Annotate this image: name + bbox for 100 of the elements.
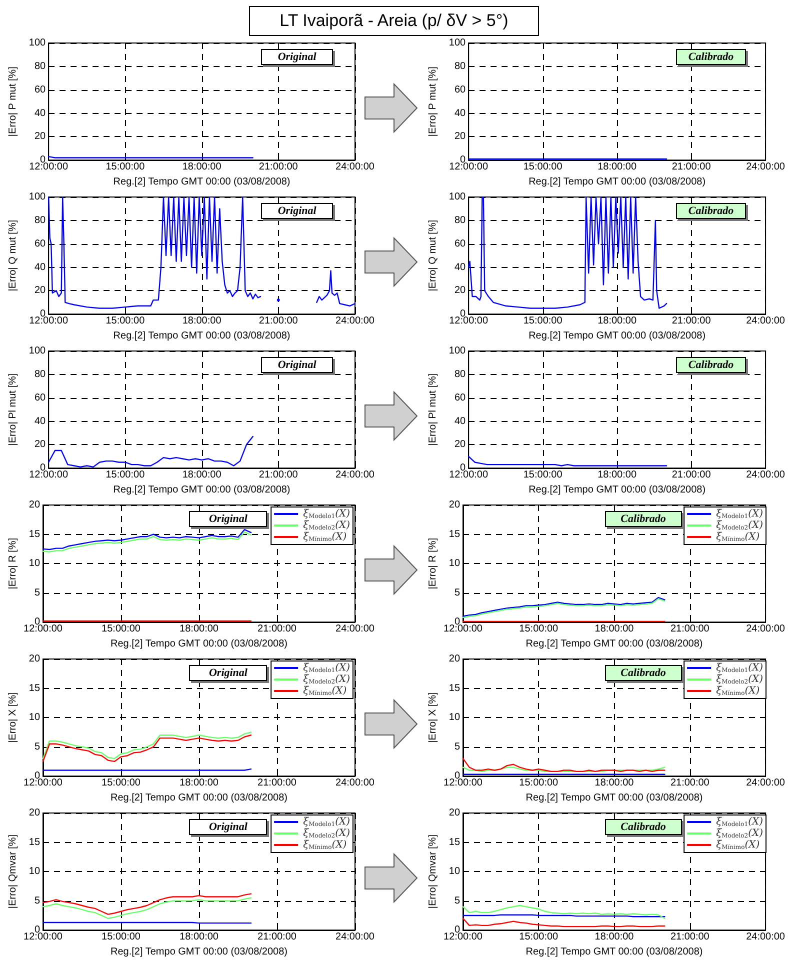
y-tick-label: 15: [28, 682, 40, 694]
y-tick-label: 15: [28, 836, 40, 848]
y-tick-label: 60: [454, 392, 466, 404]
y-axis-title: |Erro| Q mut [%]: [8, 220, 18, 292]
y-tick-label: 20: [448, 500, 460, 510]
x-axis-title: Reg.[2] Tempo GMT 00:00 (03/08/2008): [526, 792, 703, 804]
x-tick-label: 21:00:00: [258, 316, 298, 327]
y-tick-label: 100: [28, 38, 46, 48]
y-axis-title: |Erro| Qmvar [%]: [428, 834, 438, 909]
y-tick-label: 10: [28, 558, 40, 570]
y-tick-label: 100: [28, 346, 46, 356]
x-axis-title: Reg.[2] Tempo GMT 00:00 (03/08/2008): [528, 176, 706, 188]
x-tick-label: 18:00:00: [598, 162, 637, 173]
y-tick-label: 5: [454, 895, 460, 906]
line-series: [462, 918, 666, 928]
y-tick-label: 80: [34, 60, 46, 72]
note-box: Calibrado: [604, 665, 682, 681]
x-tick-label: 15:00:00: [523, 470, 563, 481]
x-tick-label: 21:00:00: [670, 624, 710, 635]
note-box: Calibrado: [604, 511, 682, 527]
x-tick-label: 15:00:00: [102, 778, 141, 789]
y-tick-label: 40: [454, 262, 466, 273]
x-tick-label: 24:00:00: [336, 624, 375, 635]
x-tick-label: 18:00:00: [180, 624, 219, 635]
y-tick-label: 80: [34, 214, 46, 226]
y-tick-label: 20: [34, 285, 46, 296]
y-tick-label: 40: [454, 416, 466, 427]
x-tick-label: 18:00:00: [598, 470, 637, 481]
y-tick-label: 40: [454, 108, 466, 119]
note-box: Calibrado: [676, 357, 746, 373]
y-tick-label: 40: [34, 416, 46, 427]
note-box: Original: [261, 357, 334, 373]
x-axis-title: Reg.[2] Tempo GMT 00:00 (03/08/2008): [113, 330, 290, 342]
x-tick-label: 24:00:00: [746, 624, 786, 635]
note-box: Original: [189, 819, 268, 835]
y-axis-title: |Erro| Qmvar [%]: [8, 834, 18, 909]
y-tick-label: 20: [28, 500, 40, 510]
x-tick-label: 24:00:00: [336, 162, 375, 173]
y-axis-title: |Erro| Q mut [%]: [428, 220, 438, 292]
y-axis-title: |Erro| X [%]: [428, 692, 438, 743]
x-tick-label: 24:00:00: [746, 162, 786, 173]
y-tick-label: 60: [454, 238, 466, 250]
x-tick-label: 15:00:00: [106, 470, 146, 481]
y-tick-label: 15: [28, 528, 40, 540]
y-tick-label: 15: [448, 528, 460, 540]
x-axis-title: Reg.[2] Tempo GMT 00:00 (03/08/2008): [110, 638, 288, 650]
y-tick-label: 20: [448, 654, 460, 664]
x-axis-title: Reg.[2] Tempo GMT 00:00 (03/08/2008): [113, 484, 290, 496]
line-series: [462, 904, 666, 919]
y-tick-label: 100: [448, 38, 466, 48]
note-box: Calibrado: [676, 203, 746, 219]
y-tick-label: 80: [454, 60, 466, 72]
y-tick-label: 80: [454, 214, 466, 226]
y-tick-label: 5: [34, 587, 40, 598]
note-box: Original: [189, 665, 268, 681]
x-tick-label: 21:00:00: [672, 316, 712, 327]
y-axis-title: |Erro| R [%]: [428, 538, 438, 590]
y-axis-title: |Erro| Pl mut [%]: [8, 373, 18, 446]
x-axis-title: Reg.[2] Tempo GMT 00:00 (03/08/2008): [110, 792, 288, 804]
y-tick-label: 80: [34, 368, 46, 380]
x-tick-label: 18:00:00: [180, 778, 219, 789]
line-series: [42, 893, 252, 915]
x-tick-label: 18:00:00: [594, 778, 634, 789]
line-series: [468, 196, 668, 309]
x-tick-label: 24:00:00: [336, 316, 375, 327]
y-tick-label: 20: [454, 131, 466, 142]
x-tick-label: 24:00:00: [336, 778, 375, 789]
x-axis-title: Reg.[2] Tempo GMT 00:00 (03/08/2008): [528, 330, 706, 342]
y-tick-label: 20: [34, 131, 46, 142]
y-tick-label: 10: [448, 866, 460, 878]
x-tick-label: 21:00:00: [258, 932, 297, 943]
x-axis-title: Reg.[2] Tempo GMT 00:00 (03/08/2008): [526, 638, 703, 650]
x-tick-label: 21:00:00: [258, 162, 298, 173]
line-series: [468, 456, 668, 466]
y-axis-title: |Erro| X [%]: [8, 692, 18, 743]
x-tick-label: 21:00:00: [672, 162, 712, 173]
line-series: [48, 436, 254, 468]
y-tick-label: 20: [28, 654, 40, 664]
y-tick-label: 15: [448, 836, 460, 848]
x-tick-label: 15:00:00: [523, 162, 563, 173]
y-axis-title: |Erro| P mut [%]: [8, 66, 18, 137]
x-tick-label: 15:00:00: [519, 932, 559, 943]
y-tick-label: 10: [28, 712, 40, 724]
x-tick-label: 24:00:00: [746, 778, 786, 789]
y-tick-label: 60: [454, 84, 466, 96]
x-tick-label: 18:00:00: [180, 932, 219, 943]
x-axis-title: Reg.[2] Tempo GMT 00:00 (03/08/2008): [526, 946, 703, 958]
x-tick-label: 18:00:00: [594, 624, 634, 635]
note-box: Original: [261, 203, 334, 219]
x-tick-label: 24:00:00: [336, 932, 375, 943]
y-tick-label: 5: [34, 895, 40, 906]
note-box: Calibrado: [676, 49, 746, 65]
x-tick-label: 15:00:00: [102, 932, 141, 943]
line-series: [462, 758, 666, 772]
y-tick-label: 20: [34, 439, 46, 450]
note-box: Original: [261, 49, 334, 65]
x-tick-label: 15:00:00: [519, 778, 559, 789]
x-tick-label: 21:00:00: [672, 470, 712, 481]
x-tick-label: 15:00:00: [106, 316, 146, 327]
x-tick-label: 21:00:00: [670, 932, 710, 943]
